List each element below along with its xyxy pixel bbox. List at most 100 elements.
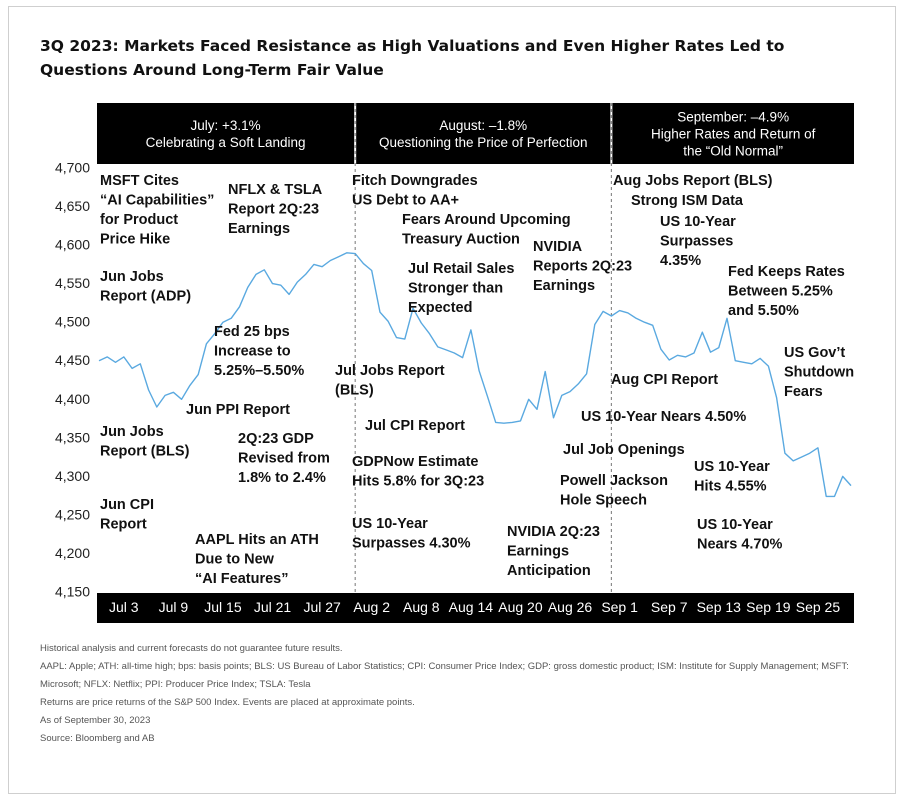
footnotes: Historical analysis and current forecast… bbox=[40, 640, 860, 748]
x-axis-bar bbox=[97, 593, 854, 623]
annotation-14-line-1: Jul Jobs Report bbox=[335, 363, 445, 379]
y-tick-label: 4,250 bbox=[55, 506, 90, 522]
x-tick-label: Sep 7 bbox=[651, 599, 688, 615]
annotation-25-line-1: Aug CPI Report bbox=[611, 372, 718, 388]
annotation-20-line-2: Hole Speech bbox=[560, 493, 647, 509]
x-tick-label: Jul 3 bbox=[109, 599, 139, 615]
figure-frame bbox=[8, 6, 896, 794]
annotation-12-line-2: Stronger than bbox=[408, 281, 503, 297]
x-tick-label: Jul 9 bbox=[159, 599, 189, 615]
annotation-3-line-1: Jun Jobs bbox=[100, 269, 164, 285]
annotation-2-line-2: Report 2Q:23 bbox=[228, 202, 319, 218]
annotation-28-line-2: Hits 4.55% bbox=[694, 479, 767, 495]
footnote-as-of: As of September 30, 2023 bbox=[40, 715, 151, 726]
annotation-9-line-2: Due to New bbox=[195, 552, 275, 568]
y-tick-label: 4,200 bbox=[55, 545, 90, 561]
annotation-23-line-2: Surpasses bbox=[660, 234, 733, 250]
period-header-3-line-1: September: –4.9% bbox=[677, 110, 789, 125]
annotation-16-line-2: Hits 5.8% for 3Q:23 bbox=[352, 474, 484, 490]
y-tick-label: 4,600 bbox=[55, 237, 90, 253]
annotation-22-line-1: Strong ISM Data bbox=[631, 193, 744, 209]
y-tick-label: 4,700 bbox=[55, 160, 90, 176]
x-tick-label: Jul 27 bbox=[303, 599, 341, 615]
annotation-4-line-2: Increase to bbox=[214, 344, 291, 360]
annotation-10-line-2: US Debt to AA+ bbox=[352, 193, 459, 209]
annotation-3-line-2: Report (ADP) bbox=[100, 289, 191, 305]
annotation-24-line-3: and 5.50% bbox=[728, 303, 799, 319]
annotation-27-line-3: Fears bbox=[784, 384, 823, 400]
x-tick-label: Aug 14 bbox=[449, 599, 494, 615]
annotation-16-line-1: GDPNow Estimate bbox=[352, 454, 479, 470]
annotation-2-line-1: NFLX & TSLA bbox=[228, 182, 323, 198]
annotation-9-line-3: “AI Features” bbox=[195, 571, 288, 587]
annotation-11-line-1: Fears Around Upcoming bbox=[402, 212, 571, 228]
annotation-2-line-3: Earnings bbox=[228, 221, 290, 237]
x-tick-label: Aug 2 bbox=[353, 599, 390, 615]
annotation-17-line-1: US 10-Year bbox=[352, 516, 428, 532]
annotation-10-line-1: Fitch Downgrades bbox=[352, 173, 478, 189]
annotation-24-line-1: Fed Keeps Rates bbox=[728, 264, 845, 280]
annotation-26-line-1: US 10-Year Nears 4.50% bbox=[581, 409, 746, 425]
x-tick-label: Sep 13 bbox=[697, 599, 742, 615]
period-header-2 bbox=[356, 103, 611, 164]
annotation-12-line-1: Jul Retail Sales bbox=[408, 261, 514, 277]
x-tick-label: Sep 19 bbox=[746, 599, 791, 615]
y-tick-label: 4,550 bbox=[55, 275, 90, 291]
annotation-7-line-3: 1.8% to 2.4% bbox=[238, 470, 326, 486]
y-tick-label: 4,500 bbox=[55, 314, 90, 330]
annotation-20-line-1: Powell Jackson bbox=[560, 473, 668, 489]
annotation-11-line-2: Treasury Auction bbox=[402, 232, 520, 248]
annotation-6-line-2: Report (BLS) bbox=[100, 444, 190, 460]
annotation-8-line-2: Report bbox=[100, 517, 147, 533]
annotation-27-line-2: Shutdown bbox=[784, 365, 854, 381]
annotation-24-line-2: Between 5.25% bbox=[728, 284, 833, 300]
y-tick-label: 4,450 bbox=[55, 352, 90, 368]
annotation-1-line-2: “AI Capabilities” bbox=[100, 193, 214, 209]
annotation-27-line-1: US Gov’t bbox=[784, 345, 845, 361]
annotation-13-line-3: Earnings bbox=[533, 278, 595, 294]
sp500-series-line bbox=[98, 252, 852, 498]
footnote-abbreviations-1: AAPL: Apple; ATH: all-time high; bps: ba… bbox=[40, 661, 849, 672]
period-header-1-line-2: Celebrating a Soft Landing bbox=[146, 135, 306, 150]
annotation-18-line-2: Earnings bbox=[507, 544, 569, 560]
annotation-4-line-1: Fed 25 bps bbox=[214, 324, 290, 340]
y-tick-label: 4,350 bbox=[55, 429, 90, 445]
y-tick-label: 4,650 bbox=[55, 198, 90, 214]
annotation-6-line-1: Jun Jobs bbox=[100, 424, 164, 440]
period-header-3 bbox=[612, 103, 854, 164]
annotation-8-line-1: Jun CPI bbox=[100, 497, 154, 513]
x-tick-label: Sep 25 bbox=[796, 599, 841, 615]
y-tick-label: 4,300 bbox=[55, 468, 90, 484]
period-header-3-line-2: Higher Rates and Return of bbox=[651, 127, 816, 142]
annotation-29-line-2: Nears 4.70% bbox=[697, 537, 783, 553]
annotation-23-line-3: 4.35% bbox=[660, 253, 701, 269]
x-tick-label: Aug 26 bbox=[548, 599, 593, 615]
x-tick-label: Aug 20 bbox=[498, 599, 543, 615]
footnote-disclaimer: Historical analysis and current forecast… bbox=[40, 643, 343, 654]
period-header-3-line-3: the “Old Normal” bbox=[683, 144, 783, 159]
y-tick-label: 4,150 bbox=[55, 584, 90, 600]
footnote-abbreviations-2: Microsoft; NFLX: Netflix; PPI: Producer … bbox=[40, 679, 311, 690]
annotation-4-line-3: 5.25%–5.50% bbox=[214, 363, 304, 379]
annotation-28-line-1: US 10-Year bbox=[694, 459, 770, 475]
footnote-returns: Returns are price returns of the S&P 500… bbox=[40, 697, 415, 708]
period-header-2-line-1: August: –1.8% bbox=[439, 118, 527, 133]
x-tick-label: Aug 8 bbox=[403, 599, 440, 615]
annotation-21-line-1: Aug Jobs Report (BLS) bbox=[613, 173, 773, 189]
x-tick-label: Jul 21 bbox=[254, 599, 292, 615]
footnote-source: Source: Bloomberg and AB bbox=[40, 733, 155, 744]
annotation-23-line-1: US 10-Year bbox=[660, 214, 736, 230]
annotation-29-line-1: US 10-Year bbox=[697, 517, 773, 533]
annotation-13-line-1: NVIDIA bbox=[533, 239, 583, 255]
chart-title: 3Q 2023: Markets Faced Resistance as Hig… bbox=[40, 37, 785, 79]
annotation-19-line-1: Jul Job Openings bbox=[563, 442, 685, 458]
chart-canvas: July: +3.1% Celebrating a Soft Landing Aug… bbox=[55, 103, 854, 623]
annotation-17-line-2: Surpasses 4.30% bbox=[352, 536, 471, 552]
period-header-1 bbox=[97, 103, 355, 164]
x-tick-label: Jul 15 bbox=[204, 599, 242, 615]
annotation-5-line-1: Jun PPI Report bbox=[186, 402, 290, 418]
annotation-13-line-2: Reports 2Q:23 bbox=[533, 259, 632, 275]
annotation-7-line-1: 2Q:23 GDP bbox=[238, 431, 314, 447]
y-tick-label: 4,400 bbox=[55, 391, 90, 407]
annotation-9-line-1: AAPL Hits an ATH bbox=[195, 532, 319, 548]
